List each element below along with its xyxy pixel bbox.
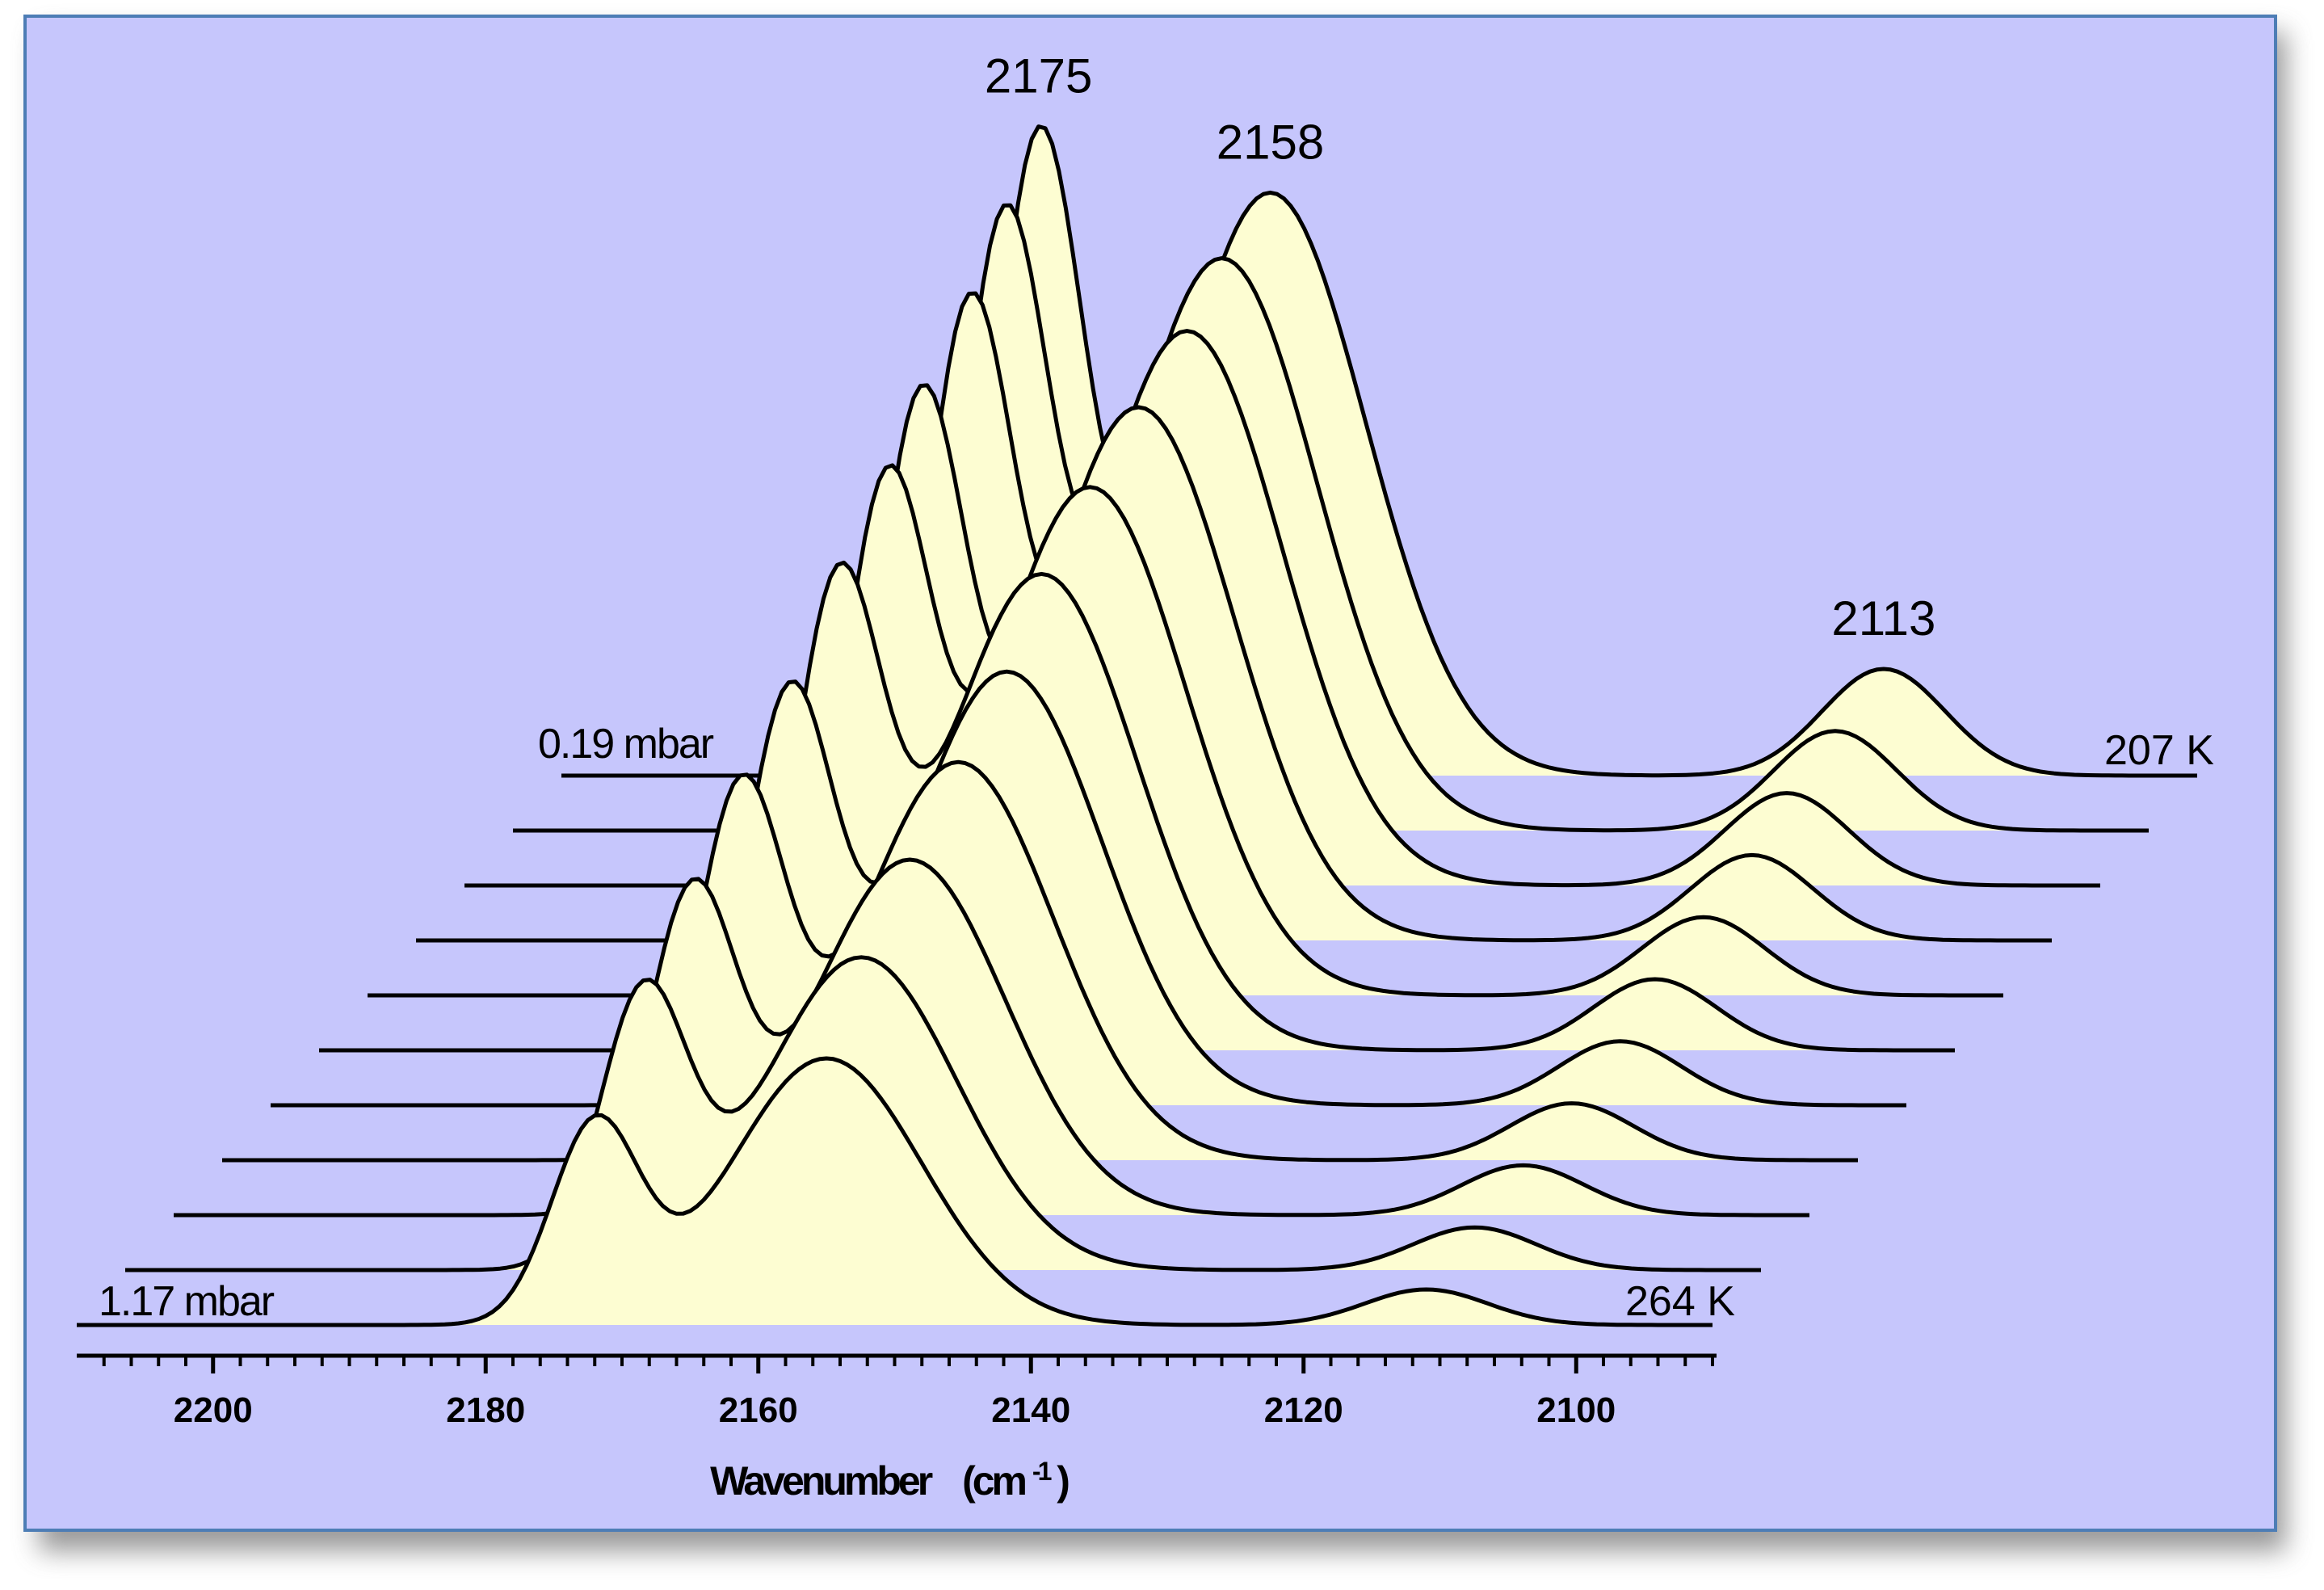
x-axis-unit: (cm [962, 1458, 1025, 1504]
spectrum-line-2 [174, 857, 1809, 1218]
peak-label-2158: 2158 [1217, 115, 1324, 169]
peak-label-2175: 2175 [985, 49, 1092, 103]
spectrum-fill-1 [125, 957, 1761, 1270]
spectra-group [77, 124, 2197, 1327]
spectrum-fill-7 [416, 385, 2052, 940]
front-temperature-label: 264 K [1625, 1278, 1735, 1325]
x-axis-title-text: Wavenumber [710, 1458, 933, 1504]
x-tick-label: 2100 [1536, 1390, 1616, 1430]
spectrum-line-5 [319, 560, 1955, 1053]
x-tick-label: 2120 [1264, 1390, 1343, 1430]
x-axis-ticks: 2200 2180 2160 2140 2120 2100 [102, 1356, 1714, 1430]
spectrum-fill-3 [222, 762, 1858, 1160]
x-tick-label: 2200 [174, 1390, 253, 1430]
spectrum-fill-4 [271, 671, 1906, 1105]
x-axis-unit-sup: -1 [1032, 1457, 1052, 1486]
x-tick-label: 2160 [719, 1390, 798, 1430]
peak-label-2113: 2113 [1831, 591, 1935, 646]
spectrum-line-0 [77, 1056, 1713, 1327]
back-pressure-label: 0.19 mbar [538, 721, 714, 768]
spectrum-line-1 [125, 955, 1761, 1272]
spectrum-fill-2 [174, 860, 1809, 1215]
x-axis-unit-close: ) [1057, 1458, 1069, 1504]
spectrum-fill-0 [77, 1058, 1713, 1325]
x-tick-label: 2140 [991, 1390, 1070, 1430]
x-axis-title: Wavenumber (cm -1 ) [710, 1444, 1069, 1504]
x-axis: 2200 2180 2160 2140 2120 2100 [77, 1353, 1717, 1430]
spectrum-line-3 [222, 759, 1858, 1163]
x-tick-label: 2180 [446, 1390, 525, 1430]
spectrum-fill-8 [464, 293, 2100, 886]
back-temperature-label: 207 K [2104, 727, 2214, 774]
spectrum-fill-5 [319, 562, 1955, 1050]
spectrum-fill-6 [368, 465, 2003, 995]
front-pressure-label: 1.17 mbar [99, 1278, 275, 1325]
spectrum-line-4 [271, 669, 1906, 1108]
